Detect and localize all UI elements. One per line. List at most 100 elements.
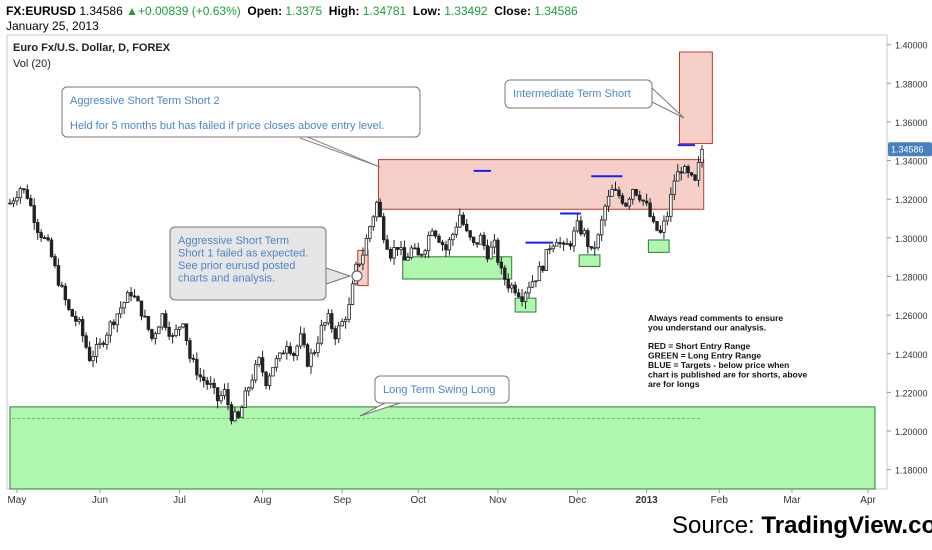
candle: [544, 249, 548, 271]
candle: [39, 229, 43, 242]
candle: [195, 352, 199, 381]
callout-pointer: [651, 86, 685, 119]
candle: [60, 281, 64, 289]
candle: [655, 220, 659, 232]
candle-body: [465, 223, 469, 232]
candle-body: [222, 389, 227, 397]
candle-body: [188, 340, 192, 359]
candle: [316, 336, 320, 358]
candle-body: [696, 161, 701, 181]
candle-body: [32, 205, 36, 223]
annotations: Aggressive Short Term Short 2 Held for 5 …: [61, 79, 807, 417]
candle: [530, 275, 535, 288]
candle-body: [323, 322, 327, 326]
candle: [568, 241, 573, 250]
candle: [212, 378, 216, 395]
candle: [330, 309, 334, 334]
candle-body: [655, 221, 659, 231]
candle: [402, 240, 407, 261]
candle-body: [593, 247, 597, 250]
candle-body: [364, 238, 369, 256]
y-tick-label: 1.36000: [895, 118, 928, 128]
candle: [229, 401, 234, 425]
candlesticks: [8, 145, 704, 425]
candle-body: [177, 326, 182, 330]
candle: [74, 311, 78, 327]
candle-body: [336, 325, 341, 340]
candle-body: [98, 342, 102, 345]
candle-body: [312, 352, 317, 354]
candle-body: [202, 376, 206, 382]
price-summary-line: FX:EURUSD 1.34586 ▲+0.00839 (+0.63%) Ope…: [6, 4, 578, 18]
candle-body: [219, 395, 223, 402]
candle-body: [139, 300, 144, 317]
candle-body: [451, 233, 455, 241]
candle-body: [644, 200, 649, 204]
candle: [191, 354, 196, 363]
x-axis: May Jun Jul Aug Sep Oct Nov Dec 2013 Feb Mar Apr: [7, 489, 877, 506]
candle-body: [665, 215, 670, 222]
callout-text: Short 1 failed as expected.: [178, 248, 308, 260]
candle: [683, 164, 687, 174]
candle-body: [63, 285, 68, 301]
candle-body: [683, 166, 687, 174]
x-tick-label: Dec: [569, 495, 587, 506]
candle-body: [506, 279, 510, 289]
candle: [25, 184, 29, 200]
candle-body: [406, 257, 410, 261]
candle-body: [395, 247, 400, 250]
candle: [146, 316, 151, 332]
x-tick-label: Jun: [92, 495, 108, 506]
candle: [253, 359, 258, 384]
candle: [610, 184, 614, 197]
candle: [430, 228, 434, 237]
candle-body: [537, 266, 542, 282]
candle: [226, 382, 230, 411]
y-tick-label: 1.30000: [895, 234, 928, 244]
candle-body: [388, 248, 393, 259]
candle-body: [153, 333, 158, 339]
candle: [112, 319, 116, 330]
candle: [292, 351, 296, 362]
x-tick-label: Feb: [711, 495, 729, 506]
candle-body: [105, 334, 109, 345]
candle: [119, 301, 123, 319]
candle-body: [554, 242, 559, 247]
callout-inner: [506, 81, 651, 107]
candle-body: [250, 379, 254, 389]
candle: [575, 213, 580, 233]
candle-body: [25, 189, 29, 199]
candle: [160, 313, 164, 331]
candle-body: [42, 237, 47, 239]
x-tick-label: Apr: [860, 495, 876, 506]
candle-body: [662, 220, 666, 233]
notes-line: Always read comments to ensure: [648, 313, 783, 323]
candle: [471, 236, 476, 246]
close-value: 1.34586: [534, 4, 578, 18]
candle-body: [46, 237, 50, 241]
candle: [392, 240, 396, 265]
candle-body: [689, 172, 694, 176]
chart-header: FX:EURUSD 1.34586 ▲+0.00839 (+0.63%) Ope…: [0, 0, 932, 34]
candle: [589, 246, 593, 251]
candle: [188, 337, 192, 363]
candle: [395, 247, 400, 256]
candle-body: [561, 242, 566, 245]
candle-body: [198, 374, 202, 378]
candle: [413, 243, 417, 250]
candle: [361, 247, 365, 271]
candle-body: [541, 266, 545, 271]
candle-body: [534, 280, 538, 283]
candle-body: [378, 201, 382, 218]
candle: [150, 328, 154, 342]
candle: [125, 290, 130, 304]
candle: [101, 340, 106, 348]
candle: [617, 186, 621, 199]
candle-body: [658, 229, 663, 233]
callout-text: charts and analysis.: [178, 273, 275, 285]
candle-body: [509, 284, 514, 289]
candle: [77, 317, 81, 325]
candle: [243, 386, 247, 408]
candle-body: [606, 195, 611, 207]
